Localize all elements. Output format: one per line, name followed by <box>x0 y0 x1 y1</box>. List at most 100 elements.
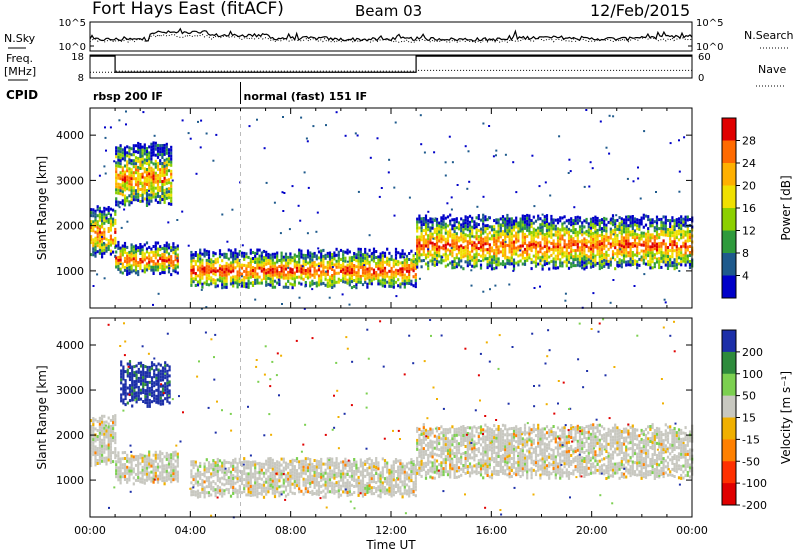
range-cell <box>145 241 149 245</box>
range-cell <box>126 477 129 481</box>
range-cell <box>556 239 560 243</box>
range-cell <box>592 252 595 256</box>
range-cell <box>521 223 524 227</box>
range-cell <box>137 183 140 187</box>
range-cell <box>199 257 202 261</box>
range-cell <box>457 221 461 225</box>
range-cell <box>375 265 378 268</box>
scatter-point <box>221 213 224 216</box>
range-cell <box>280 457 283 461</box>
range-cell <box>300 489 303 493</box>
range-cell <box>585 259 588 263</box>
range-cell <box>115 463 118 467</box>
range-cell <box>495 260 498 264</box>
scatter-point <box>643 273 646 276</box>
range-cell <box>152 462 155 466</box>
range-cell <box>548 228 551 232</box>
range-cell <box>370 258 373 262</box>
range-cell <box>379 267 382 271</box>
range-cell <box>145 147 149 150</box>
range-cell <box>620 229 623 233</box>
range-cell <box>427 261 430 265</box>
range-cell <box>561 255 564 259</box>
range-cell <box>655 224 659 228</box>
range-cell <box>473 247 476 251</box>
range-cell <box>468 214 472 218</box>
range-cell <box>435 259 439 263</box>
range-cell <box>196 268 200 272</box>
scatter-point <box>102 242 105 244</box>
range-cell <box>651 266 654 270</box>
range-cell <box>258 473 261 477</box>
range-cell <box>629 230 632 234</box>
range-cell <box>377 255 380 259</box>
range-cell <box>165 457 168 461</box>
range-cell <box>282 270 285 274</box>
range-cell <box>124 397 127 401</box>
range-cell <box>401 282 404 286</box>
range-cell <box>392 276 395 280</box>
range-cell <box>156 462 160 466</box>
range-cell <box>201 261 204 265</box>
range-cell <box>526 216 529 220</box>
range-cell <box>682 232 685 236</box>
range-cell <box>322 474 325 478</box>
range-cell <box>592 246 595 250</box>
range-cell <box>449 231 452 235</box>
scatter-point <box>423 151 426 154</box>
range-cell <box>298 260 301 264</box>
range-cell <box>121 247 124 251</box>
range-cell <box>199 470 202 474</box>
range-cell <box>501 251 505 255</box>
range-cell <box>501 254 505 258</box>
range-cell <box>497 239 500 243</box>
range-cell <box>101 453 104 457</box>
range-cell <box>534 234 538 238</box>
range-cell <box>673 234 676 238</box>
range-cell <box>664 251 667 255</box>
range-cell <box>530 258 533 262</box>
scatter-point <box>617 265 620 268</box>
range-cell <box>600 251 604 255</box>
range-cell <box>427 234 430 238</box>
range-cell <box>583 267 586 271</box>
range-cell <box>361 265 365 269</box>
range-cell <box>526 234 529 238</box>
range-cell <box>282 267 285 271</box>
range-cell <box>240 263 244 267</box>
range-cell <box>161 402 165 406</box>
range-cell <box>121 154 124 158</box>
range-cell <box>152 272 155 275</box>
range-cell <box>684 233 687 237</box>
range-cell <box>247 466 250 470</box>
scatter-point <box>304 285 307 288</box>
range-cell <box>157 383 160 387</box>
range-cell <box>479 236 483 240</box>
range-cell <box>370 282 373 286</box>
range-cell <box>278 476 281 480</box>
range-cell <box>493 234 496 238</box>
range-cell <box>592 231 595 235</box>
range-cell <box>159 375 162 379</box>
range-cell <box>658 260 661 264</box>
range-cell <box>561 228 564 232</box>
range-cell <box>302 277 305 281</box>
range-cell <box>148 380 151 384</box>
range-cell <box>530 231 533 235</box>
range-cell <box>225 261 228 265</box>
range-cell <box>117 149 120 153</box>
range-cell <box>397 284 400 288</box>
range-cell <box>620 238 623 242</box>
range-cell <box>122 392 125 396</box>
range-cell <box>375 277 378 280</box>
range-cell <box>412 254 415 258</box>
range-cell <box>240 473 244 477</box>
range-cell <box>556 245 560 249</box>
range-cell <box>464 218 467 222</box>
range-cell <box>317 256 321 260</box>
noise-tick-right: 10^0 <box>696 42 723 53</box>
range-cell <box>156 149 160 153</box>
range-cell <box>397 251 400 255</box>
range-cell <box>315 480 318 484</box>
range-cell <box>128 472 131 476</box>
